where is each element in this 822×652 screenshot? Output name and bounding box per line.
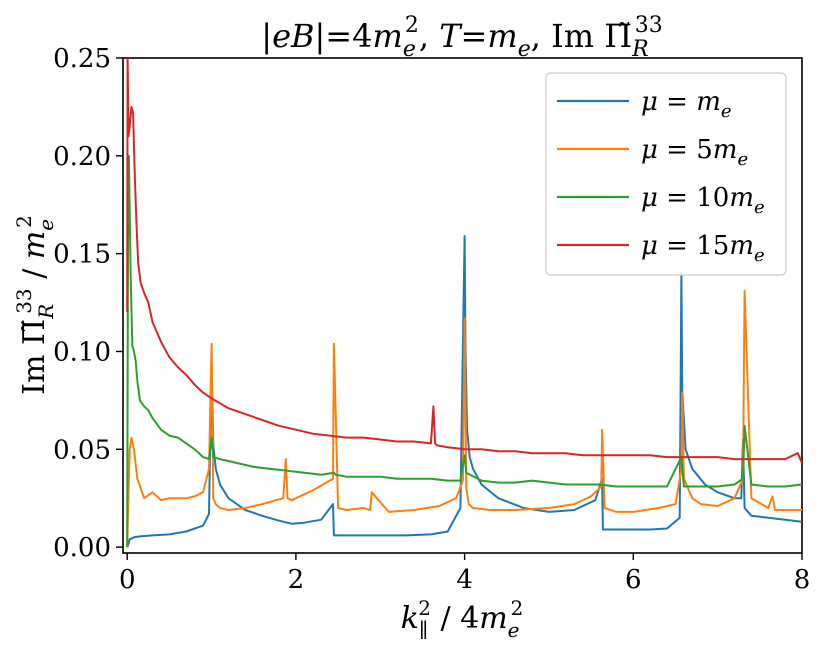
plot-frame: [122, 57, 803, 554]
y-tick-label: 0.05: [53, 435, 111, 465]
series-line-2: [126, 289, 802, 548]
legend-label: μ = 5me: [641, 135, 748, 170]
y-tick-label: 0.00: [53, 533, 111, 563]
y-tick-label: 0.25: [53, 44, 111, 74]
chart-title: |eB|=4me2, T=me, Im Π̃R33: [261, 13, 662, 62]
legend-label: μ = me: [641, 87, 732, 122]
series-line-3: [126, 154, 802, 548]
legend-label: μ = 10me: [641, 183, 765, 218]
y-axis-title: Im Π̃R33 / me2: [12, 215, 58, 395]
x-tick-label: 8: [794, 565, 811, 595]
x-tick-label: 6: [625, 565, 642, 595]
x-tick-label: 2: [288, 565, 305, 595]
series-line-4: [126, 58, 802, 464]
legend-box: [545, 72, 787, 276]
y-tick-label: 0.20: [53, 142, 111, 172]
y-tick-label: 0.10: [53, 337, 111, 367]
y-tick-label: 0.15: [53, 240, 111, 270]
x-tick-label: 4: [456, 565, 473, 595]
x-axis-title: k∥2 / 4me2: [401, 596, 523, 642]
legend-label: μ = 15me: [641, 231, 765, 266]
legend: μ = me μ = 5me μ = 10me μ = 15me: [545, 72, 787, 276]
x-tick-label: 0: [119, 565, 136, 595]
